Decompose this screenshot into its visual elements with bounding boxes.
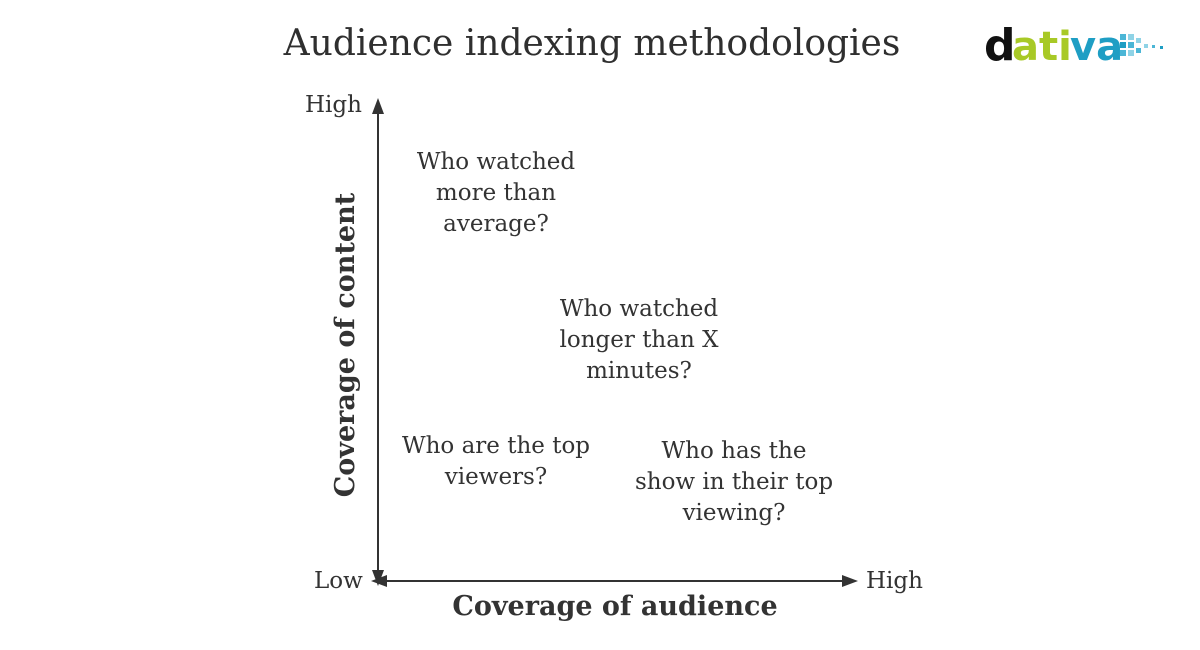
label-longer-than-x-minutes: Who watched longer than X minutes? xyxy=(559,296,719,384)
y-axis-arrow-top xyxy=(372,98,384,114)
dativa-logo: d ati va xyxy=(984,20,1163,70)
y-axis-high-label: High xyxy=(305,92,362,118)
label-top-viewing: Who has the show in their top viewing? xyxy=(634,438,834,526)
y-axis-low-label: Low xyxy=(314,568,363,594)
logo-text-blue: va xyxy=(1070,24,1123,70)
y-axis-arrow-bottom xyxy=(372,570,384,586)
x-axis-high-label: High xyxy=(866,568,923,594)
label-top-viewers: Who are the top viewers? xyxy=(401,433,591,490)
x-axis-arrow-right xyxy=(842,575,858,587)
logo-text-green: ati xyxy=(1012,24,1072,70)
logo-text-dark: d xyxy=(984,20,1016,70)
x-axis-title: Coverage of audience xyxy=(452,591,778,622)
logo-pixel-pattern xyxy=(1120,34,1163,56)
page-title: Audience indexing methodologies xyxy=(283,23,901,64)
x-axis-arrow-left xyxy=(371,575,387,587)
label-more-than-average: Who watched more than average? xyxy=(416,149,576,237)
y-axis-title: Coverage of content xyxy=(330,192,361,498)
